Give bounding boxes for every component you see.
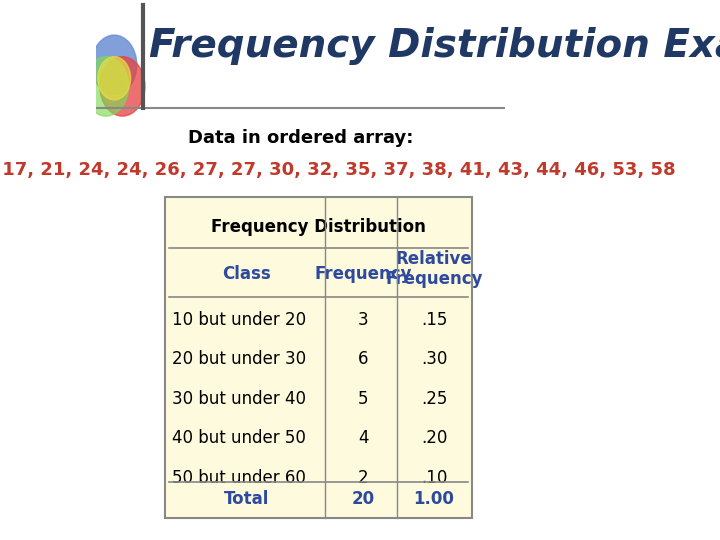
Text: 4: 4 — [358, 429, 369, 447]
Text: 12, 13, 17, 21, 24, 24, 26, 27, 27, 30, 32, 35, 37, 38, 41, 43, 44, 46, 53, 58: 12, 13, 17, 21, 24, 24, 26, 27, 27, 30, … — [0, 161, 675, 179]
Text: Relative
Frequency: Relative Frequency — [385, 249, 482, 288]
Text: .25: .25 — [420, 390, 447, 408]
Circle shape — [100, 57, 145, 116]
Text: 1.00: 1.00 — [413, 490, 454, 508]
FancyBboxPatch shape — [166, 197, 472, 518]
Text: .30: .30 — [420, 350, 447, 368]
Text: Data in ordered array:: Data in ordered array: — [188, 129, 413, 147]
Text: 6: 6 — [358, 350, 369, 368]
Text: 20 but under 30: 20 but under 30 — [171, 350, 306, 368]
Text: .20: .20 — [420, 429, 447, 447]
Circle shape — [91, 35, 137, 94]
Circle shape — [84, 57, 129, 116]
Text: Frequency: Frequency — [315, 265, 412, 284]
Text: 2: 2 — [358, 469, 369, 487]
Text: 40 but under 50: 40 but under 50 — [171, 429, 305, 447]
Text: 50 but under 60: 50 but under 60 — [171, 469, 305, 487]
Text: Frequency Distribution: Frequency Distribution — [212, 218, 426, 236]
Text: 30 but under 40: 30 but under 40 — [171, 390, 305, 408]
Text: 10 but under 20: 10 but under 20 — [171, 311, 306, 329]
Circle shape — [98, 57, 130, 100]
Text: 5: 5 — [358, 390, 369, 408]
Text: 20: 20 — [352, 490, 375, 508]
Text: .15: .15 — [420, 311, 447, 329]
Text: 3: 3 — [358, 311, 369, 329]
Text: Total: Total — [224, 490, 269, 508]
Text: Frequency Distribution Example: Frequency Distribution Example — [149, 27, 720, 65]
Text: Class: Class — [222, 265, 271, 284]
Text: .10: .10 — [420, 469, 447, 487]
